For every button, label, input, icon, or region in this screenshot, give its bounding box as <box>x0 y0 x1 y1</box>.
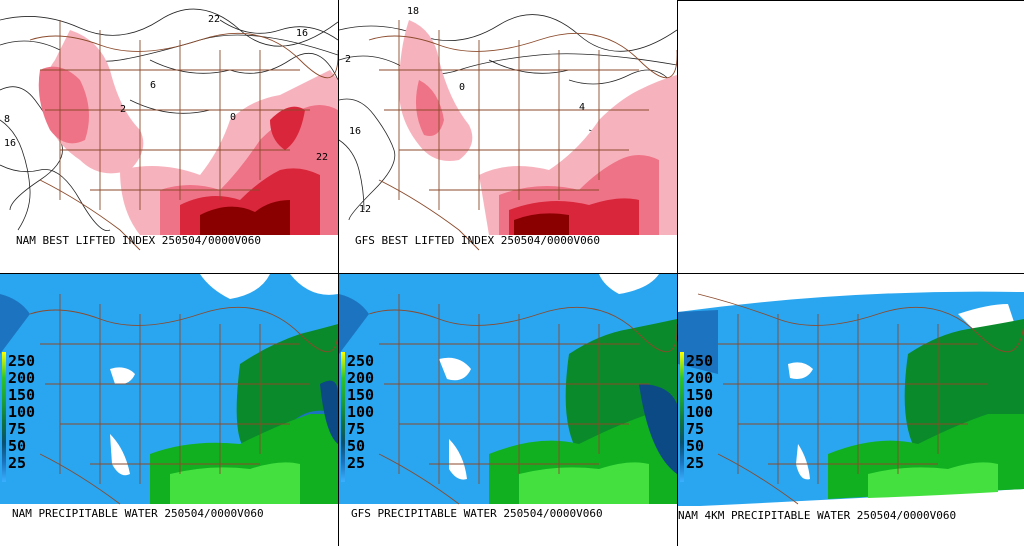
pw-legend-label: 25 <box>347 454 366 472</box>
horizontal-divider <box>0 273 1024 274</box>
nam4km-precipitable-water-map <box>678 274 1024 546</box>
svg-text:2: 2 <box>345 54 351 65</box>
svg-text:0: 0 <box>230 112 236 123</box>
pw-legend-label: 100 <box>347 403 375 421</box>
pw-legend-label: 75 <box>8 420 27 438</box>
svg-text:4: 4 <box>579 102 585 113</box>
gfs-precipitable-water-caption: GFS PRECIPITABLE WATER 250504/0000V060 <box>351 507 603 520</box>
gfs-lifted-index-panel: 18 2 16 12 0 4 GFS BEST LIFTED INDEX 250504… <box>339 0 677 272</box>
svg-text:16: 16 <box>349 126 361 137</box>
svg-text:2: 2 <box>120 104 126 115</box>
gfs-lifted-index-map: 18 2 16 12 0 4 <box>339 0 677 272</box>
nam-precipitable-water-map <box>0 274 338 546</box>
pw-legend-label: 50 <box>347 437 366 455</box>
pw-legend-colorbar <box>2 352 6 482</box>
vertical-divider-right-bottom <box>677 273 678 546</box>
nam-lifted-index-caption: NAM BEST LIFTED INDEX 250504/0000V060 <box>16 234 262 247</box>
nam-lifted-index-map: 22 16 8 16 2 6 0 22 <box>0 0 338 272</box>
nam4km-precipitable-water-caption: NAM 4KM PRECIPITABLE WATER 250504/0000V0… <box>678 509 957 522</box>
pw-legend-label: 150 <box>347 386 375 404</box>
pw-legend-label: 250 <box>686 352 714 370</box>
pw-legend-label: 250 <box>8 352 36 370</box>
svg-text:22: 22 <box>316 152 328 163</box>
pw-legend-label: 150 <box>686 386 714 404</box>
svg-text:0: 0 <box>459 82 465 93</box>
nam-lifted-index-panel: 22 16 8 16 2 6 0 22 NAM BEST LIFTED INDEX 25… <box>0 0 338 272</box>
gfs-lifted-index-caption: GFS BEST LIFTED INDEX 250504/0000V060 <box>355 234 601 247</box>
pw-legend-label: 100 <box>8 403 36 421</box>
nam-precipitable-water-caption: NAM PRECIPITABLE WATER 250504/0000V060 <box>12 507 264 520</box>
pw-legend-label: 150 <box>8 386 36 404</box>
pw-legend-label: 50 <box>8 437 27 455</box>
pw-legend-label: 100 <box>686 403 714 421</box>
nam-precipitable-water-panel: 250 200 150 100 75 50 25 NAM PRECIPITABL… <box>0 274 338 546</box>
gfs-precipitable-water-panel: 250 200 150 100 75 50 25 GFS PRECIPITABL… <box>339 274 677 546</box>
gfs-precipitable-water-map <box>339 274 677 546</box>
pw-legend-label: 200 <box>8 369 36 387</box>
pw-legend-label: 250 <box>347 352 375 370</box>
top-right-empty-border <box>677 0 1024 1</box>
svg-text:6: 6 <box>150 80 156 91</box>
nam4km-precipitable-water-panel: 250 200 150 100 75 50 25 NAM 4KM PRECIPI… <box>678 274 1024 546</box>
svg-text:16: 16 <box>4 138 16 149</box>
svg-text:12: 12 <box>359 204 371 215</box>
pw-legend-label: 200 <box>686 369 714 387</box>
pw-legend-label: 25 <box>8 454 27 472</box>
pw-legend-label: 75 <box>686 420 705 438</box>
pw-legend-label: 75 <box>347 420 366 438</box>
svg-text:8: 8 <box>4 114 10 125</box>
svg-text:16: 16 <box>296 28 308 39</box>
pw-legend-colorbar <box>680 352 684 482</box>
pw-legend-colorbar <box>341 352 345 482</box>
svg-text:22: 22 <box>208 14 220 25</box>
vertical-divider-right-top <box>677 0 678 273</box>
pw-legend-label: 25 <box>686 454 705 472</box>
svg-text:18: 18 <box>407 6 419 17</box>
pw-legend-label: 50 <box>686 437 705 455</box>
pw-legend-label: 200 <box>347 369 375 387</box>
